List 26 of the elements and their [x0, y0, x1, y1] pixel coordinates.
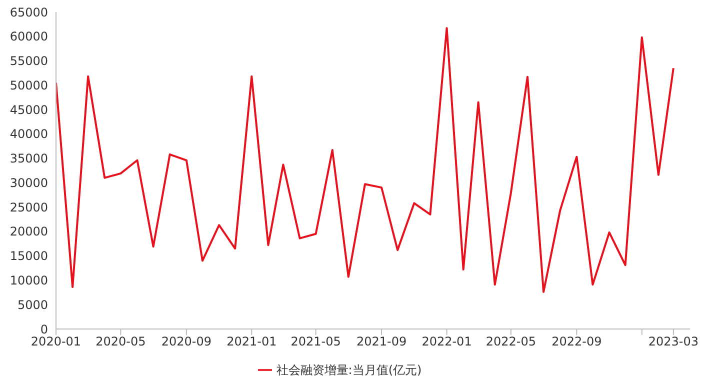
- x-tick-label: 2020-01: [30, 334, 82, 349]
- x-tick-label: 2022-09: [552, 334, 602, 349]
- y-tick-label: 60000: [10, 30, 48, 44]
- x-tick-label: 2021-01: [226, 334, 277, 349]
- line-series: [56, 27, 674, 293]
- y-tick-label: 35000: [10, 152, 48, 166]
- x-tick-label: 2023-03: [648, 334, 698, 349]
- y-tick-label: 25000: [10, 200, 48, 214]
- x-tick-label: 2022-05: [486, 334, 536, 349]
- legend-label: 社会融资增量:当月值(亿元): [276, 363, 422, 377]
- y-tick-label: 15000: [10, 249, 48, 264]
- x-tick-label: 2022-01: [422, 334, 472, 349]
- y-tick-label: 30000: [10, 176, 48, 190]
- y-tick-label: 40000: [10, 127, 48, 142]
- y-tick-label: 45000: [10, 102, 48, 117]
- y-tick-label: 65000: [10, 5, 48, 20]
- y-tick-label: 10000: [10, 273, 48, 288]
- x-tick-label: 2021-09: [356, 334, 407, 349]
- y-tick-label: 5000: [17, 298, 48, 312]
- y-tick-label: 55000: [10, 54, 48, 68]
- x-tick-label: 2020-09: [161, 334, 212, 349]
- y-tick-label: 0: [40, 322, 48, 336]
- x-tick-label: 2020-05: [96, 334, 146, 349]
- y-tick-label: 50000: [10, 78, 48, 92]
- y-tick-label: 20000: [10, 224, 48, 239]
- x-tick-label: 2021-05: [290, 334, 341, 349]
